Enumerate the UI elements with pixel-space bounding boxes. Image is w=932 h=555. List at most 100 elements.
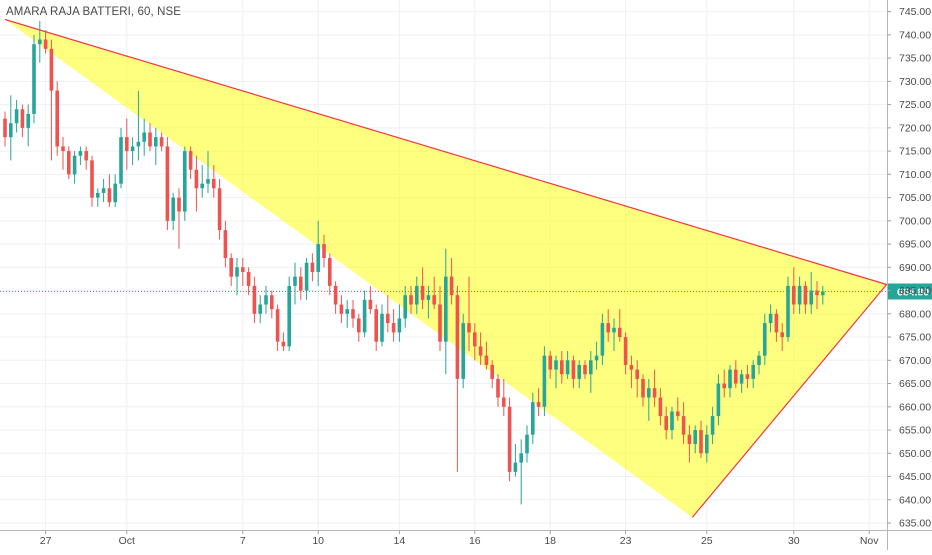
y-tick-label: 675.00 — [899, 332, 931, 344]
candle — [136, 90, 141, 161]
candle — [490, 360, 494, 389]
candle-body — [525, 434, 529, 454]
candle — [815, 281, 819, 310]
candle-body — [618, 327, 622, 338]
x-tick-label: 25 — [701, 535, 713, 547]
candle-body — [107, 188, 112, 203]
candle-body — [293, 276, 297, 286]
candle-body — [612, 327, 616, 333]
candle — [183, 146, 187, 221]
candle-body — [38, 39, 42, 45]
candle-body — [154, 137, 158, 147]
candle — [287, 276, 291, 352]
candle — [542, 346, 547, 417]
candle — [641, 374, 645, 407]
x-tick-label: 14 — [394, 535, 406, 547]
candle-body — [362, 299, 367, 333]
candle — [328, 253, 332, 296]
candle-body — [693, 430, 697, 444]
candle-body — [473, 332, 477, 347]
candle-body — [461, 323, 465, 379]
candle — [241, 258, 245, 286]
candle — [710, 406, 715, 444]
candle — [20, 104, 25, 138]
candle-body — [287, 285, 291, 347]
candle-body — [26, 113, 30, 128]
candle — [333, 281, 338, 314]
candle-body — [84, 151, 88, 161]
candle — [148, 123, 152, 152]
candle-body — [600, 323, 605, 356]
candle — [652, 369, 657, 407]
y-tick-label: 685.00 — [899, 285, 931, 297]
candle-body — [623, 337, 628, 365]
candle-body — [786, 285, 790, 338]
candle-body — [542, 355, 547, 407]
price-axis[interactable]: 745.00 740.00 735.00 730.00 725.00 720.00 715.… — [887, 0, 931, 550]
candle-body — [415, 285, 419, 305]
candle-body — [357, 318, 361, 333]
candle — [84, 146, 88, 170]
candle-body — [235, 267, 239, 277]
candle — [78, 146, 83, 166]
candle-body — [502, 397, 506, 407]
candle-body — [803, 285, 808, 305]
candle-body — [14, 109, 19, 124]
candle — [455, 285, 460, 472]
candle-body — [258, 304, 262, 314]
candle-body — [519, 453, 523, 463]
candle-body — [745, 374, 750, 379]
candle-body — [455, 295, 460, 379]
candle-body — [281, 341, 286, 347]
last-price-label-bg — [888, 283, 932, 300]
candle — [55, 81, 59, 156]
candle — [420, 267, 425, 310]
candle — [536, 388, 541, 417]
time-axis[interactable]: 27 Oct 7 10 14 16 18 23 25 30 Nov — [0, 530, 932, 547]
candle — [780, 323, 784, 352]
candle-body — [716, 383, 721, 417]
candle-body — [264, 295, 268, 305]
candle-body — [647, 388, 651, 398]
candle — [293, 262, 297, 305]
triangle-edge — [4, 18, 888, 518]
candle — [217, 178, 222, 240]
candle — [484, 341, 489, 370]
candle — [774, 309, 779, 342]
x-tick-label: Oct — [119, 535, 135, 547]
candle — [809, 271, 813, 314]
candle-body — [409, 295, 413, 305]
candle — [467, 276, 471, 352]
candle — [623, 332, 628, 375]
candle-body — [763, 323, 767, 356]
candle-body — [229, 258, 233, 277]
candle — [72, 151, 77, 184]
candle-body — [9, 123, 13, 138]
last-price-label: 684.80 — [897, 287, 929, 299]
candle-body — [90, 160, 94, 198]
candle-body — [768, 313, 773, 324]
candle — [589, 351, 593, 393]
candle — [386, 295, 390, 333]
y-tick-label: 655.00 — [899, 425, 931, 437]
candle — [200, 165, 204, 198]
candle — [502, 378, 506, 417]
candle-body — [548, 355, 552, 370]
y-tick-label: 705.00 — [899, 192, 931, 204]
candle-body — [554, 360, 558, 370]
candle-body — [513, 462, 518, 472]
candles — [3, 20, 825, 505]
candle-body — [531, 402, 535, 435]
candle — [90, 155, 94, 207]
candle — [96, 188, 100, 207]
candle — [246, 267, 251, 296]
candle — [270, 290, 274, 319]
candle — [739, 369, 744, 393]
candle-body — [676, 411, 680, 417]
candle — [304, 258, 309, 300]
candle — [14, 99, 19, 133]
candle — [130, 137, 135, 166]
y-tick-label: 635.00 — [899, 518, 931, 530]
